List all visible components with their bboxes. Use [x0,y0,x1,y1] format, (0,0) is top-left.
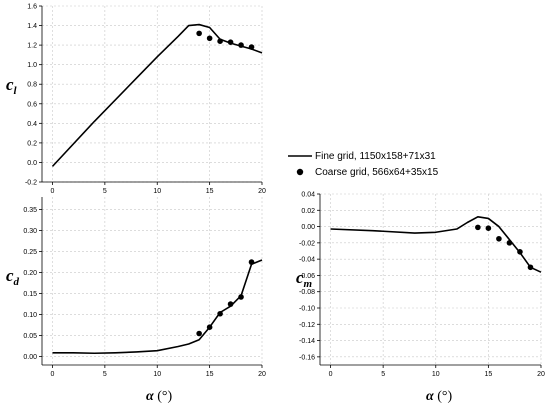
cm-xtick-label-4: 20 [537,371,545,378]
cd-coarse-grid-point-2 [217,310,223,317]
cm-xtick-label-0: 0 [329,371,333,378]
cl-coarse-grid-point-5 [248,44,255,50]
cd-xtick-label-0: 0 [51,371,55,378]
cd-coarse-grid-point-5 [248,259,255,265]
cl-ylabel: cl [6,75,18,97]
cl-xtick-label-0: 0 [51,188,55,195]
cl-ytick-label-5: 0.8 [27,82,37,89]
cd-fine-grid-line [52,259,263,355]
cl-coarse-grid-point-2 [217,38,223,44]
legend-label-fine: Fine grid, 1150x158+71x31 [315,151,436,162]
cm-coarse-grid-point-2 [496,235,502,242]
cl-xtick-label-3: 15 [206,188,214,195]
cm-coarse-grid-point-5 [527,264,534,271]
legend-dot-marker [296,168,304,176]
cm-ytick-label-0: 0.04 [301,192,315,199]
cd-plot: 0 5 10 15 20 0.00 0.05 0.10 0.15 0.20 0.25 0.30 0.35 [23,197,266,378]
cm-ytick-label-4: -0.04 [299,257,315,264]
cl-ytick-label-8: 1.4 [27,23,37,30]
cd-ytick-label-7: 0.35 [23,207,37,214]
cm-xtick-label-1: 5 [381,371,385,378]
cm-ytick-label-5: -0.06 [299,273,315,280]
cl-ytick-label-9: 1.6 [27,4,37,11]
legend-label-coarse: Coarse grid, 566x64+35x15 [315,167,439,178]
cl-xtick-label-1: 5 [103,188,107,195]
cd-ytick-label-2: 0.10 [23,312,37,319]
cl-xtick-label-4: 20 [258,188,266,195]
cd-xtick-label-1: 5 [103,371,107,378]
cl-plot-area [42,6,262,182]
cm-coarse-grid-point-0 [475,224,481,231]
cd-coarse-grid-point-4 [238,294,244,300]
cl-coarse-grid-point-4 [238,42,244,48]
cd-xlabel: α (°) [146,389,173,404]
cl-plot: 0 5 10 15 20 -0.2 0.0 0.2 0.4 0.6 0.8 1.0 1.2 1.4 1.6 [25,4,266,196]
cd-ytick-label-4: 0.20 [23,270,37,277]
cd-ylabel: cd [6,266,20,288]
cl-ytick-label-1: 0.0 [27,160,37,167]
cm-ytick-label-1: 0.02 [301,208,315,215]
cm-xtick-label-3: 15 [484,371,492,378]
cl-ytick-label-7: 1.2 [27,43,37,50]
cd-ytick-label-1: 0.05 [23,333,37,340]
legend: Fine grid, 1150x158+71x31 Coarse grid, 5… [288,151,439,178]
cm-ytick-label-2: 0.00 [301,224,315,231]
cm-ytick-label-7: -0.10 [299,306,315,313]
cm-xtick-label-2: 10 [432,371,440,378]
cl-coarse-grid-point-0 [196,30,202,37]
cm-coarse-grid-point-1 [485,225,492,231]
cd-plot-area [42,197,262,365]
cd-xtick-label-2: 10 [153,371,161,378]
cm-coarse-grid-point-4 [517,249,523,255]
cm-ytick-label-10: -0.16 [299,354,315,361]
cd-ytick-label-0: 0.00 [23,354,37,361]
cl-ytick-label-0: -0.2 [25,180,37,187]
cd-coarse-grid-point-3 [227,301,234,307]
cl-coarse-grid-point-3 [227,39,234,45]
cl-ytick-label-4: 0.6 [27,101,37,108]
cl-coarse-grid-point-1 [206,35,213,42]
cd-ytick-label-6: 0.30 [23,228,37,235]
cm-ytick-label-8: -0.12 [299,322,315,329]
cm-plot-area [320,194,541,365]
cd-xtick-label-4: 20 [258,371,266,378]
cm-ytick-label-3: -0.02 [299,240,315,247]
cd-coarse-grid-point-0 [196,330,202,337]
cd-ytick-label-5: 0.25 [23,249,37,256]
cl-xtick-label-2: 10 [153,188,161,195]
cm-plot: 0 5 10 15 20 0.04 0.02 0.00 -0.02 -0.04 -0.06 -0.08… [299,192,545,379]
cl-ytick-label-2: 0.2 [27,140,37,147]
cl-ytick-label-6: 1.0 [27,62,37,69]
cm-coarse-grid-point-3 [506,240,513,246]
cd-xtick-label-3: 15 [206,371,214,378]
cl-ytick-label-3: 0.4 [27,121,37,128]
cm-ytick-label-9: -0.14 [299,338,315,345]
cd-ytick-label-3: 0.15 [23,291,37,298]
cd-coarse-grid-point-1 [206,324,213,331]
cm-xlabel: α (°) [426,389,453,404]
cm-ytick-label-6: -0.08 [299,289,315,296]
